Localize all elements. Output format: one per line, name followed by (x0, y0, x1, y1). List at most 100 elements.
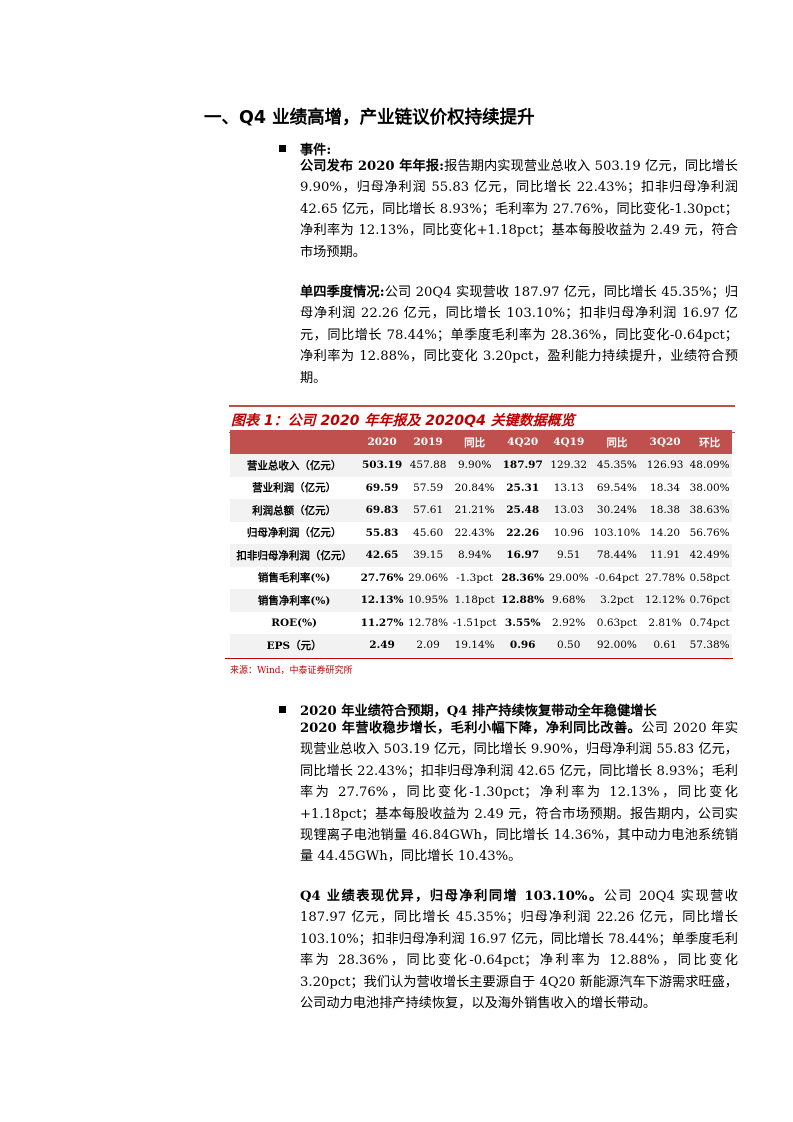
paragraph-lead: Q4 业绩表现优异，归母净利同增 103.10%。 (300, 889, 604, 904)
table-row: 营业利润（亿元） 69.59 57.59 20.84% 25.31 13.13 69.54%… (230, 477, 732, 500)
key-data-table: 2020 2019 同比 4Q20 4Q19 同比 3Q20 环比 营业总收入（亿元） 503.… (230, 430, 732, 657)
table-cell: 16.97 (498, 544, 547, 567)
table-row: 利润总额（亿元） 69.83 57.61 21.21% 25.48 13.03 30.24%… (230, 499, 732, 522)
event-label: 事件: (300, 143, 332, 158)
table-cell: 56.76% (689, 526, 730, 539)
paragraph-text: 公司 2020 年实现营业总收入 503.19 亿元，同比增长 9.90%，归母… (300, 721, 739, 865)
column-header: 环比 (687, 430, 732, 454)
table-row: 扣非归母净利润（亿元） 42.65 39.15 8.94% 16.97 9.51 78.44… (230, 544, 732, 567)
table-cell: 0.76pct (687, 589, 732, 612)
table-cell: 45.60 (413, 526, 444, 539)
table-cell: 22.26 (506, 526, 540, 539)
row-label: 扣非归母净利润（亿元） (230, 544, 359, 567)
column-header: 2019 (405, 430, 451, 454)
table-cell: 20.84% (454, 481, 495, 494)
table-cell: 19.14% (450, 634, 499, 657)
column-header (230, 430, 359, 454)
table-row: 营业总收入（亿元） 503.19 457.88 9.90% 187.97 129.32 45… (230, 454, 732, 477)
table-cell: 42.49% (687, 544, 732, 567)
table-cell: 10.95% (405, 589, 451, 612)
table-cell: 29.00% (548, 571, 589, 584)
annual-report-paragraph: 公司发布 2020 年年报:报告期内实现营业总收入 503.19 亿元，同比增长… (300, 156, 738, 263)
table-row: 归母净利润（亿元） 55.83 45.60 22.43% 22.26 10.96 103.1… (230, 522, 732, 545)
table-cell: 3.2pct (590, 589, 643, 612)
table-cell: 0.96 (498, 634, 547, 657)
table-cell: 55.83 (365, 526, 399, 539)
figure-source: 来源：Wind，中泰证券研究所 (230, 666, 353, 676)
table-cell: 0.63pct (596, 616, 637, 629)
table-cell: 187.97 (498, 454, 547, 477)
table-header-row: 2020 2019 同比 4Q20 4Q19 同比 3Q20 环比 (230, 430, 732, 454)
row-label: 营业利润（亿元） (252, 482, 337, 495)
table-cell: -1.51pct (452, 616, 497, 629)
column-header: 同比 (590, 430, 643, 454)
table-cell: 10.96 (553, 526, 584, 539)
table-cell: 8.94% (450, 544, 499, 567)
table-cell: 57.59 (413, 481, 444, 494)
table-cell: 57.38% (687, 634, 732, 657)
table-cell: 42.65 (358, 544, 406, 567)
table-cell: 457.88 (405, 454, 451, 477)
table-cell: 9.90% (450, 454, 499, 477)
paragraph-text: 公司 20Q4 实现营收 187.97 亿元，同比增长 45.35%；归母净利润… (300, 889, 738, 1012)
table-cell: 11.91 (642, 544, 688, 567)
table-cell: 21.21% (450, 499, 499, 522)
table-cell: 39.15 (405, 544, 451, 567)
table-cell: 2.09 (405, 634, 451, 657)
paragraph-text: 公司 20Q4 实现营收 187.97 亿元，同比增长 45.35%；归母净利润… (300, 285, 738, 386)
table-row: ROE(%) 11.27% 12.78% -1.51pct 3.55% 2.92% 0.63… (230, 612, 732, 635)
table-cell: 38.63% (687, 499, 732, 522)
table-cell: 92.00% (590, 634, 643, 657)
table-row: EPS（元） 2.49 2.09 19.14% 0.96 0.50 92.00% 0.61 57… (230, 634, 732, 657)
table-cell: 69.59 (365, 481, 399, 494)
table-cell: 22.43% (454, 526, 495, 539)
q4-performance-paragraph: Q4 业绩表现优异，归母净利同增 103.10%。公司 20Q4 实现营收 18… (300, 886, 738, 1014)
paragraph-lead: 单四季度情况: (300, 285, 385, 300)
figure-caption: 图表 1：公司 2020 年年报及 2020Q4 关键数据概览 (229, 405, 735, 433)
row-label: 归母净利润（亿元） (246, 527, 342, 540)
row-label: 营业总收入（亿元） (230, 454, 359, 477)
table-cell: 0.74pct (689, 616, 730, 629)
table-cell: 13.03 (546, 499, 591, 522)
annual-summary-paragraph: 2020 年营收稳步增长，毛利小幅下降，净利同比改善。公司 2020 年实现营业… (300, 718, 738, 868)
table-cell: 2.92% (552, 616, 586, 629)
table-cell: -0.64pct (595, 571, 639, 584)
table-cell: 13.13 (553, 481, 584, 494)
table-cell: 0.61 (642, 634, 688, 657)
bullet-icon (279, 706, 286, 713)
section-heading: 一、Q4 业绩高增，产业链议价权持续提升 (204, 108, 535, 128)
table-cell: 3.55% (504, 616, 541, 629)
table-cell: 27.78% (645, 571, 686, 584)
table-cell: 9.51 (546, 544, 591, 567)
paragraph-lead: 2020 年营收稳步增长，毛利小幅下降，净利同比改善。 (300, 721, 642, 736)
q4-paragraph: 单四季度情况:公司 20Q4 实现营收 187.97 亿元，同比增长 45.35… (300, 282, 738, 389)
table-cell: 11.27% (360, 616, 404, 629)
section2-label: 2020 年业绩符合预期，Q4 排产持续恢复带动全年稳健增长 (300, 704, 657, 719)
column-header: 2020 (358, 430, 406, 454)
row-label: 销售毛利率(%) (257, 572, 331, 585)
table-cell: 38.00% (689, 481, 730, 494)
table-cell: 12.78% (408, 616, 449, 629)
table-cell: 29.06% (408, 571, 449, 584)
table-cell: 18.34 (650, 481, 681, 494)
table-cell: 69.83 (358, 499, 406, 522)
table-bottom-rule (225, 658, 733, 659)
row-label: 销售净利率(%) (230, 589, 359, 612)
table-cell: 9.68% (546, 589, 591, 612)
table-cell: 69.54% (596, 481, 637, 494)
table-cell: 18.38 (642, 499, 688, 522)
bullet-icon (279, 145, 286, 152)
column-header: 3Q20 (642, 430, 688, 454)
table-cell: -1.3pct (456, 571, 494, 584)
table-cell: 14.20 (650, 526, 681, 539)
table-cell: 57.61 (405, 499, 451, 522)
table-cell: 2.49 (358, 634, 406, 657)
table-cell: 78.44% (590, 544, 643, 567)
table-cell: 2.81% (648, 616, 682, 629)
table-cell: 503.19 (358, 454, 406, 477)
table-cell: 45.35% (590, 454, 643, 477)
table-cell: 30.24% (590, 499, 643, 522)
row-label: EPS（元） (230, 634, 359, 657)
row-label: ROE(%) (271, 616, 318, 629)
